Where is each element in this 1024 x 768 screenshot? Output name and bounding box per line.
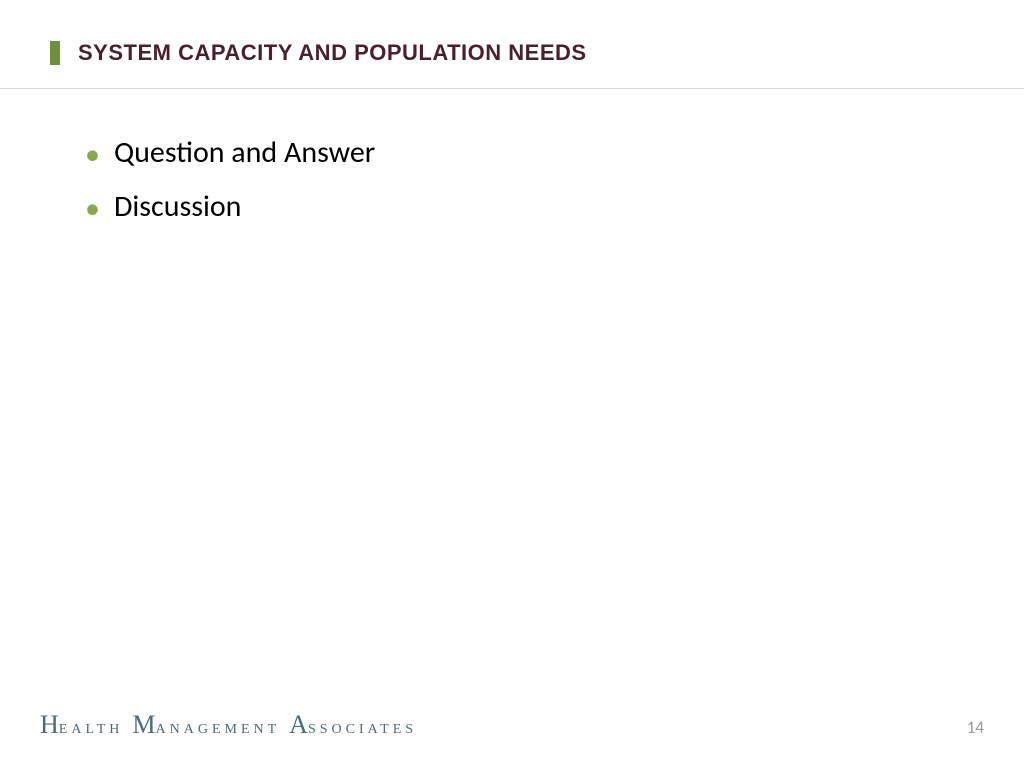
bullet-text: Question and Answer — [114, 135, 375, 171]
list-item: • Discussion — [85, 189, 964, 225]
logo-cap: M — [132, 710, 155, 739]
bullet-text: Discussion — [114, 189, 241, 225]
accent-bar-icon — [50, 41, 60, 65]
bullet-icon: • — [85, 140, 100, 170]
bullet-list: • Question and Answer • Discussion — [85, 135, 964, 225]
slide-footer: Health Management Associates 14 — [40, 710, 984, 740]
logo-rest: ealth — [59, 716, 124, 738]
page-number: 14 — [967, 717, 984, 738]
logo-cap: H — [40, 710, 59, 739]
slide: SYSTEM CAPACITY AND POPULATION NEEDS • Q… — [0, 0, 1024, 768]
bullet-icon: • — [85, 194, 100, 224]
header-divider — [0, 88, 1024, 89]
logo-cap: A — [289, 710, 308, 739]
logo-rest: ssociates — [308, 716, 417, 738]
logo-rest: anagement — [156, 716, 281, 738]
company-logo: Health Management Associates — [40, 710, 417, 740]
list-item: • Question and Answer — [85, 135, 964, 171]
slide-header: SYSTEM CAPACITY AND POPULATION NEEDS — [50, 40, 1024, 66]
slide-body: • Question and Answer • Discussion — [85, 135, 964, 243]
slide-title: SYSTEM CAPACITY AND POPULATION NEEDS — [78, 40, 587, 66]
